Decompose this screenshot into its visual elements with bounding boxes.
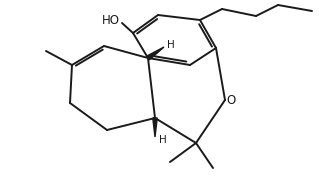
Text: O: O	[226, 95, 235, 108]
Polygon shape	[147, 47, 164, 60]
Text: H: H	[167, 40, 175, 50]
Polygon shape	[153, 118, 157, 137]
Text: H: H	[159, 135, 167, 145]
Text: HO: HO	[102, 14, 120, 27]
